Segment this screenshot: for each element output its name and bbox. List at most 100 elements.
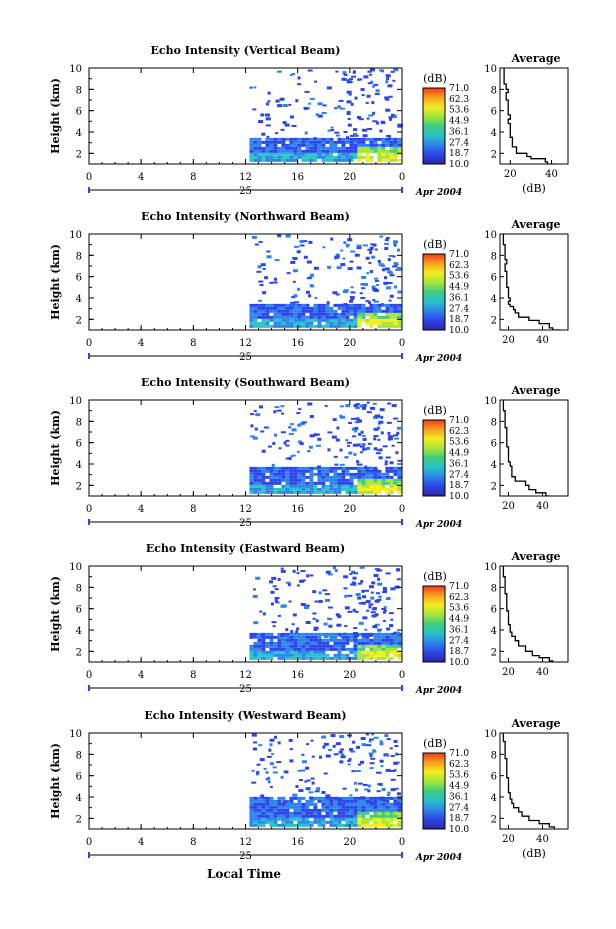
echo-cell — [333, 309, 338, 313]
echo-cell — [357, 632, 362, 636]
echo-cell — [361, 484, 366, 488]
echo-cell — [349, 137, 354, 141]
echo-cell — [353, 132, 358, 136]
echo-cell — [381, 303, 386, 307]
echo-cell — [321, 656, 326, 660]
echo-cell — [377, 472, 382, 476]
echo-cell — [265, 303, 270, 307]
echo-cell — [325, 647, 330, 651]
echo-cell — [385, 632, 390, 636]
echo-cell — [259, 758, 265, 762]
echo-cell — [341, 641, 346, 645]
echo-cell — [317, 478, 322, 482]
echo-cell — [265, 656, 270, 660]
echo-cell — [326, 301, 330, 305]
echo-cell — [337, 638, 342, 642]
echo-cell — [289, 469, 294, 473]
average-frame — [499, 732, 569, 830]
echo-cell — [293, 466, 298, 470]
echo-cell — [369, 155, 374, 159]
echo-cell — [373, 472, 378, 476]
echo-cell — [333, 799, 338, 803]
echo-cell — [381, 653, 386, 657]
echo-cell — [264, 276, 269, 280]
echo-cell — [325, 632, 330, 636]
echo-cell — [260, 794, 265, 798]
echo-cell — [393, 143, 398, 147]
echo-cell — [281, 412, 285, 415]
echo-cell — [397, 475, 402, 479]
echo-cell — [321, 303, 326, 307]
echo-cell — [289, 115, 294, 119]
echo-cell — [365, 638, 370, 642]
echo-cell — [305, 158, 310, 162]
echo-cell — [321, 650, 326, 654]
echo-cell — [359, 404, 365, 408]
echo-cell — [381, 158, 386, 162]
colorbar-tick-label: 36.1 — [449, 625, 469, 635]
panel-title: Echo Intensity (Southward Beam) — [141, 376, 350, 389]
echo-cell — [292, 454, 296, 457]
echo-cell — [281, 143, 286, 147]
echo-cell — [301, 656, 306, 660]
echo-cell — [361, 820, 366, 824]
echo-cell — [359, 566, 365, 569]
echo-cell — [289, 635, 294, 639]
echo-cell — [373, 653, 378, 657]
echo-cell — [249, 650, 254, 654]
echo-cell — [353, 452, 357, 456]
echo-cell — [348, 758, 352, 761]
echo-cell — [313, 484, 318, 488]
echo-cell — [397, 799, 402, 803]
echo-cell — [341, 635, 346, 639]
echo-cell — [388, 437, 392, 441]
echo-cell — [323, 635, 329, 639]
echo-cell — [387, 431, 391, 435]
echo-cell — [352, 608, 356, 612]
echo-cell — [313, 820, 318, 824]
echo-cell — [369, 823, 374, 827]
echo-cell — [329, 484, 334, 488]
avg-y-tick-label: 2 — [491, 149, 497, 160]
echo-cell — [374, 93, 380, 96]
echo-cell — [285, 811, 290, 815]
echo-cell — [261, 132, 266, 136]
echo-cell — [280, 775, 284, 779]
echo-cell — [393, 472, 398, 476]
echo-cell — [268, 748, 272, 752]
echo-cell — [345, 146, 350, 150]
echo-cell — [385, 799, 390, 803]
echo-cell — [353, 641, 358, 645]
average-frame — [499, 565, 569, 663]
echo-cell — [269, 152, 274, 156]
echo-cell — [381, 814, 386, 818]
echo-cell — [325, 475, 330, 479]
echo-cell — [305, 811, 310, 815]
echo-cell — [349, 158, 354, 162]
echo-cell — [378, 416, 382, 419]
echo-cell — [308, 240, 313, 244]
echo-cell — [397, 638, 402, 642]
echo-cell — [381, 644, 386, 648]
echo-cell — [369, 146, 374, 150]
echo-cell — [368, 752, 374, 755]
echo-cell — [272, 771, 278, 774]
echo-cell — [283, 441, 287, 445]
echo-cell — [265, 140, 270, 144]
echo-cell — [301, 817, 306, 821]
echo-cell — [277, 158, 282, 162]
echo-cell — [374, 277, 379, 280]
echo-cell — [269, 155, 274, 159]
echo-cell — [251, 235, 257, 239]
echo-cell — [373, 437, 377, 441]
height-ylabel: Height (km) — [49, 743, 62, 819]
echo-cell — [258, 405, 263, 409]
echo-cell — [390, 754, 395, 757]
echo-cell — [261, 647, 266, 651]
echo-cell — [313, 266, 319, 270]
echo-cell — [393, 309, 398, 313]
echo-cell — [272, 441, 276, 445]
echo-cell — [305, 152, 310, 156]
echo-cell — [273, 817, 278, 821]
